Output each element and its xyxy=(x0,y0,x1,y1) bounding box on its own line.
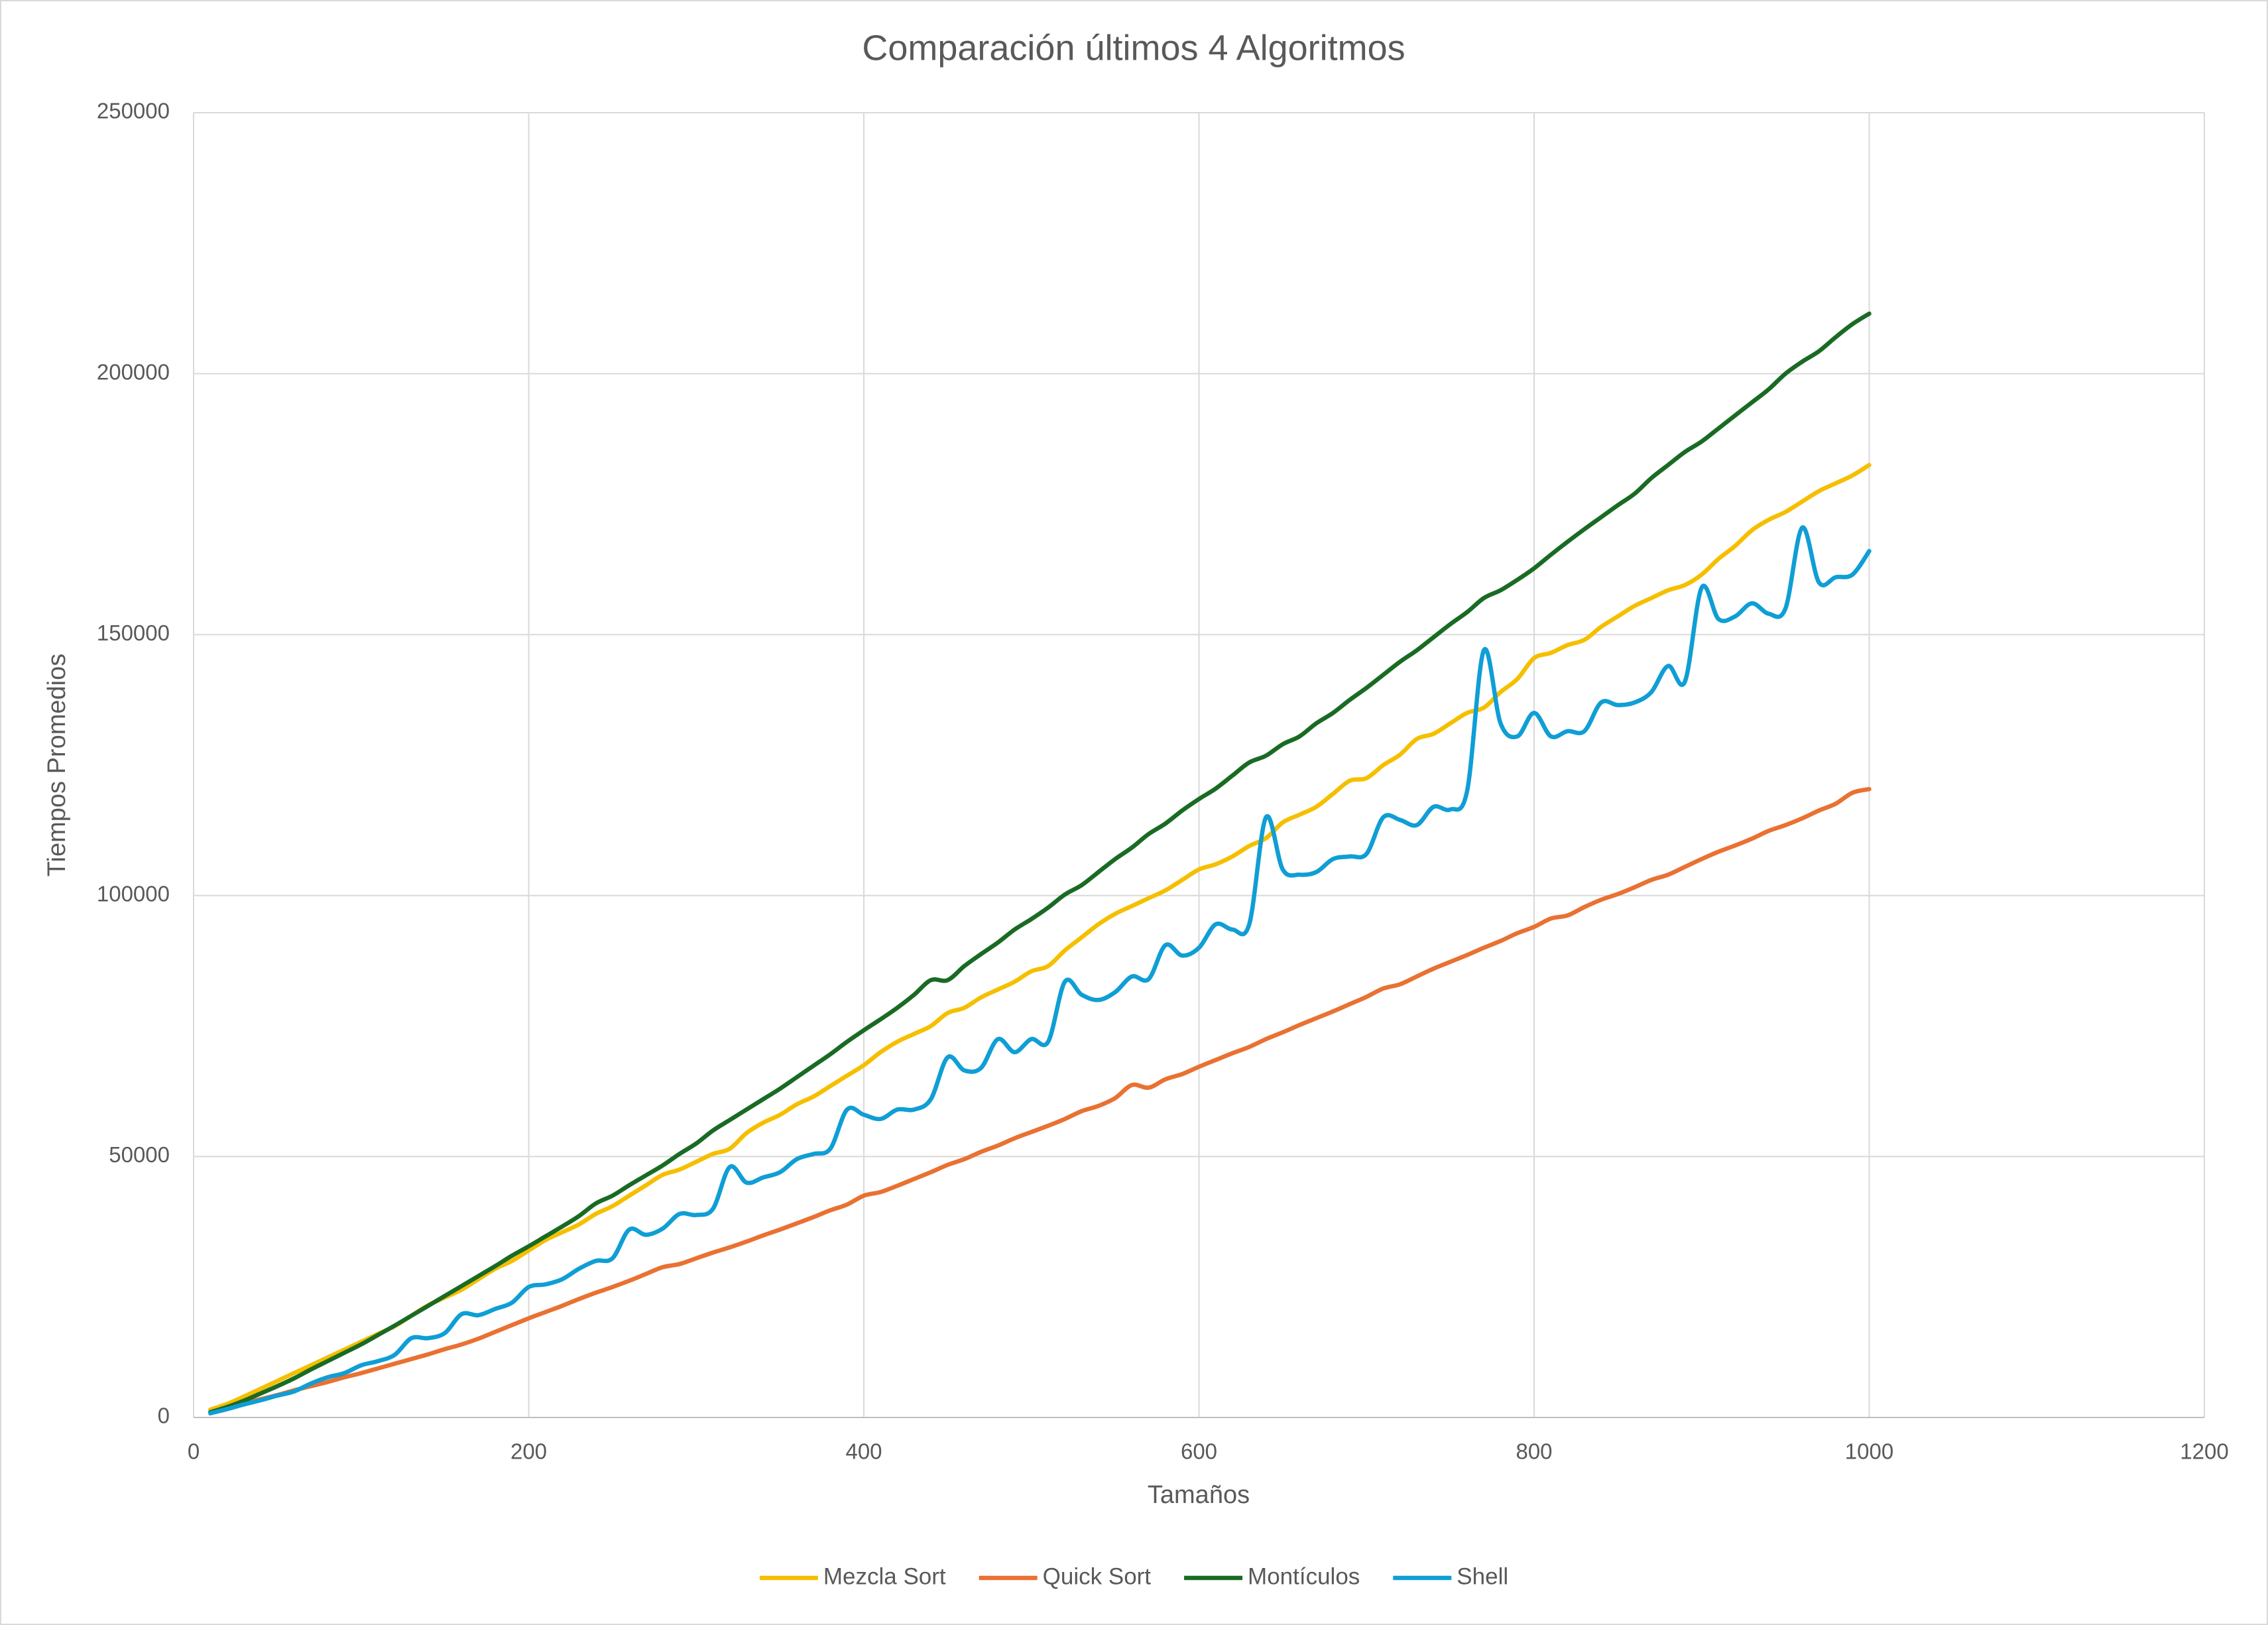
series-line xyxy=(208,463,1872,1412)
x-tick-label: 1000 xyxy=(1845,1439,1893,1464)
y-tick-label: 100000 xyxy=(97,882,170,906)
legend-label: Quick Sort xyxy=(1043,1563,1152,1589)
series-line xyxy=(208,525,1872,1415)
x-tick-label: 1200 xyxy=(2180,1439,2228,1464)
x-tick-label: 400 xyxy=(845,1439,882,1464)
legend-label: Montículos xyxy=(1248,1563,1360,1589)
x-tick-label: 800 xyxy=(1516,1439,1552,1464)
y-axis-title: Tiempos Promedios xyxy=(43,654,71,877)
y-tick-label: 0 xyxy=(158,1404,170,1428)
x-axis-title: Tamaños xyxy=(1148,1481,1250,1509)
series-line xyxy=(208,786,1872,1415)
x-tick-label: 200 xyxy=(510,1439,547,1464)
legend-label: Shell xyxy=(1457,1563,1508,1589)
y-tick-label: 200000 xyxy=(97,359,170,384)
legend-label: Mezcla Sort xyxy=(823,1563,946,1589)
series-line xyxy=(208,311,1872,1415)
x-tick-label: 0 xyxy=(188,1439,200,1464)
x-tick-label: 600 xyxy=(1181,1439,1217,1464)
y-tick-label: 150000 xyxy=(97,621,170,645)
chart-title: Comparación últimos 4 Algoritmos xyxy=(862,28,1405,68)
y-tick-label: 50000 xyxy=(109,1142,170,1167)
y-tick-label: 250000 xyxy=(97,99,170,123)
